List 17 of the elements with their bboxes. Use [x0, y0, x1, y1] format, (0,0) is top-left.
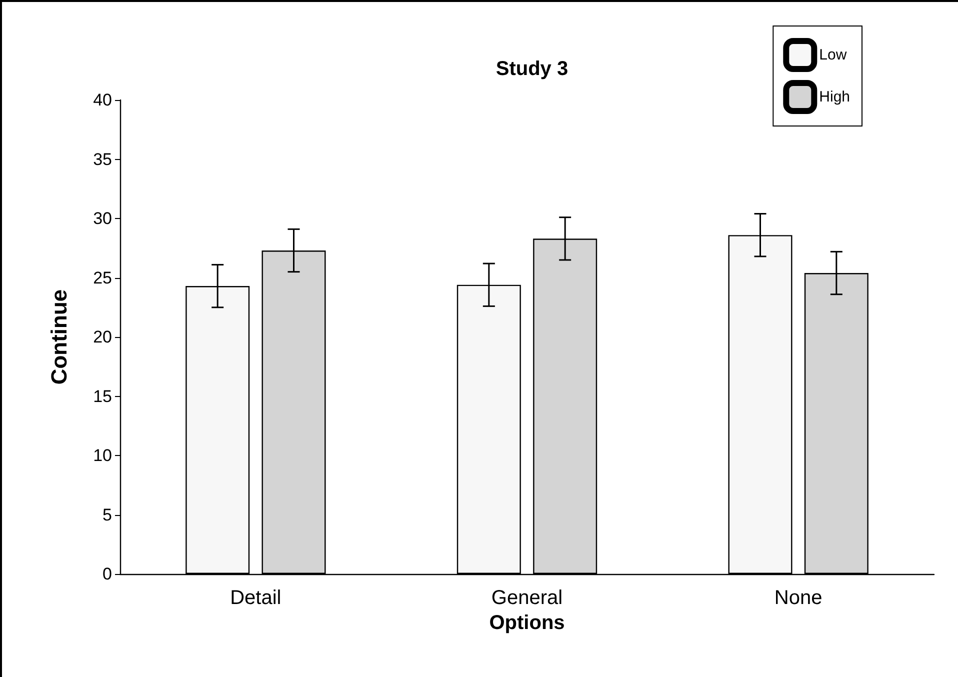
- chart-title: Study 3: [496, 58, 568, 80]
- y-tick-label: 30: [93, 209, 112, 228]
- x-tick-label: Detail: [230, 587, 282, 609]
- y-tick-label: 10: [93, 446, 112, 465]
- y-tick-label: 25: [93, 268, 112, 288]
- y-tick-label: 15: [93, 386, 112, 406]
- x-tick-label: None: [774, 587, 822, 609]
- x-axis-title: Options: [489, 612, 565, 634]
- y-tick-label: 40: [93, 90, 112, 110]
- y-tick-label: 0: [102, 564, 112, 584]
- legend-label: Low: [819, 46, 847, 64]
- y-tick-label: 5: [102, 505, 112, 524]
- y-axis-title: Continue: [46, 289, 72, 385]
- x-tick-label: General: [491, 587, 563, 609]
- y-tick-label: 35: [93, 150, 112, 169]
- y-tick-label: 20: [93, 328, 112, 346]
- legend-label: High: [819, 88, 850, 106]
